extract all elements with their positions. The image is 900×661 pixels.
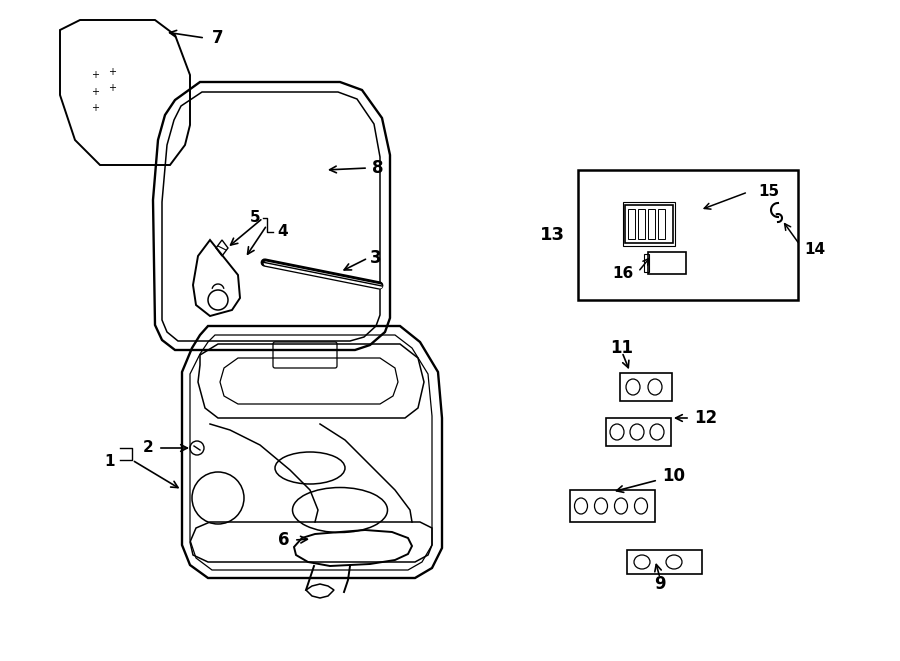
Bar [627, 550, 702, 574]
Bar [620, 373, 672, 401]
Bar [625, 205, 673, 243]
Text: 16: 16 [613, 266, 634, 282]
Text: 11: 11 [610, 339, 634, 357]
Text: 4: 4 [277, 225, 288, 239]
Text: 7: 7 [212, 29, 224, 47]
FancyArrowPatch shape [265, 262, 379, 286]
Bar [628, 209, 635, 239]
Text: 6: 6 [278, 531, 290, 549]
Text: 15: 15 [758, 184, 779, 200]
Text: 3: 3 [370, 249, 382, 267]
Text: 1: 1 [104, 455, 115, 469]
Text: +: + [91, 70, 99, 80]
Text: 10: 10 [662, 467, 685, 485]
Text: 8: 8 [373, 159, 383, 177]
Text: 13: 13 [540, 226, 565, 244]
Bar [606, 418, 671, 446]
Text: 5: 5 [249, 210, 260, 225]
Bar [648, 252, 686, 274]
Bar [658, 209, 665, 239]
Bar [578, 170, 798, 300]
Text: 2: 2 [142, 440, 153, 455]
Text: 14: 14 [804, 241, 825, 256]
Text: +: + [91, 87, 99, 97]
Text: +: + [108, 67, 116, 77]
Bar [570, 490, 655, 522]
Text: 9: 9 [654, 575, 666, 593]
Text: +: + [91, 103, 99, 113]
Bar [648, 209, 655, 239]
Text: 12: 12 [694, 409, 717, 427]
Text: +: + [108, 83, 116, 93]
Bar [644, 254, 649, 272]
Bar [623, 202, 675, 246]
Bar [638, 209, 645, 239]
FancyArrowPatch shape [266, 264, 381, 286]
